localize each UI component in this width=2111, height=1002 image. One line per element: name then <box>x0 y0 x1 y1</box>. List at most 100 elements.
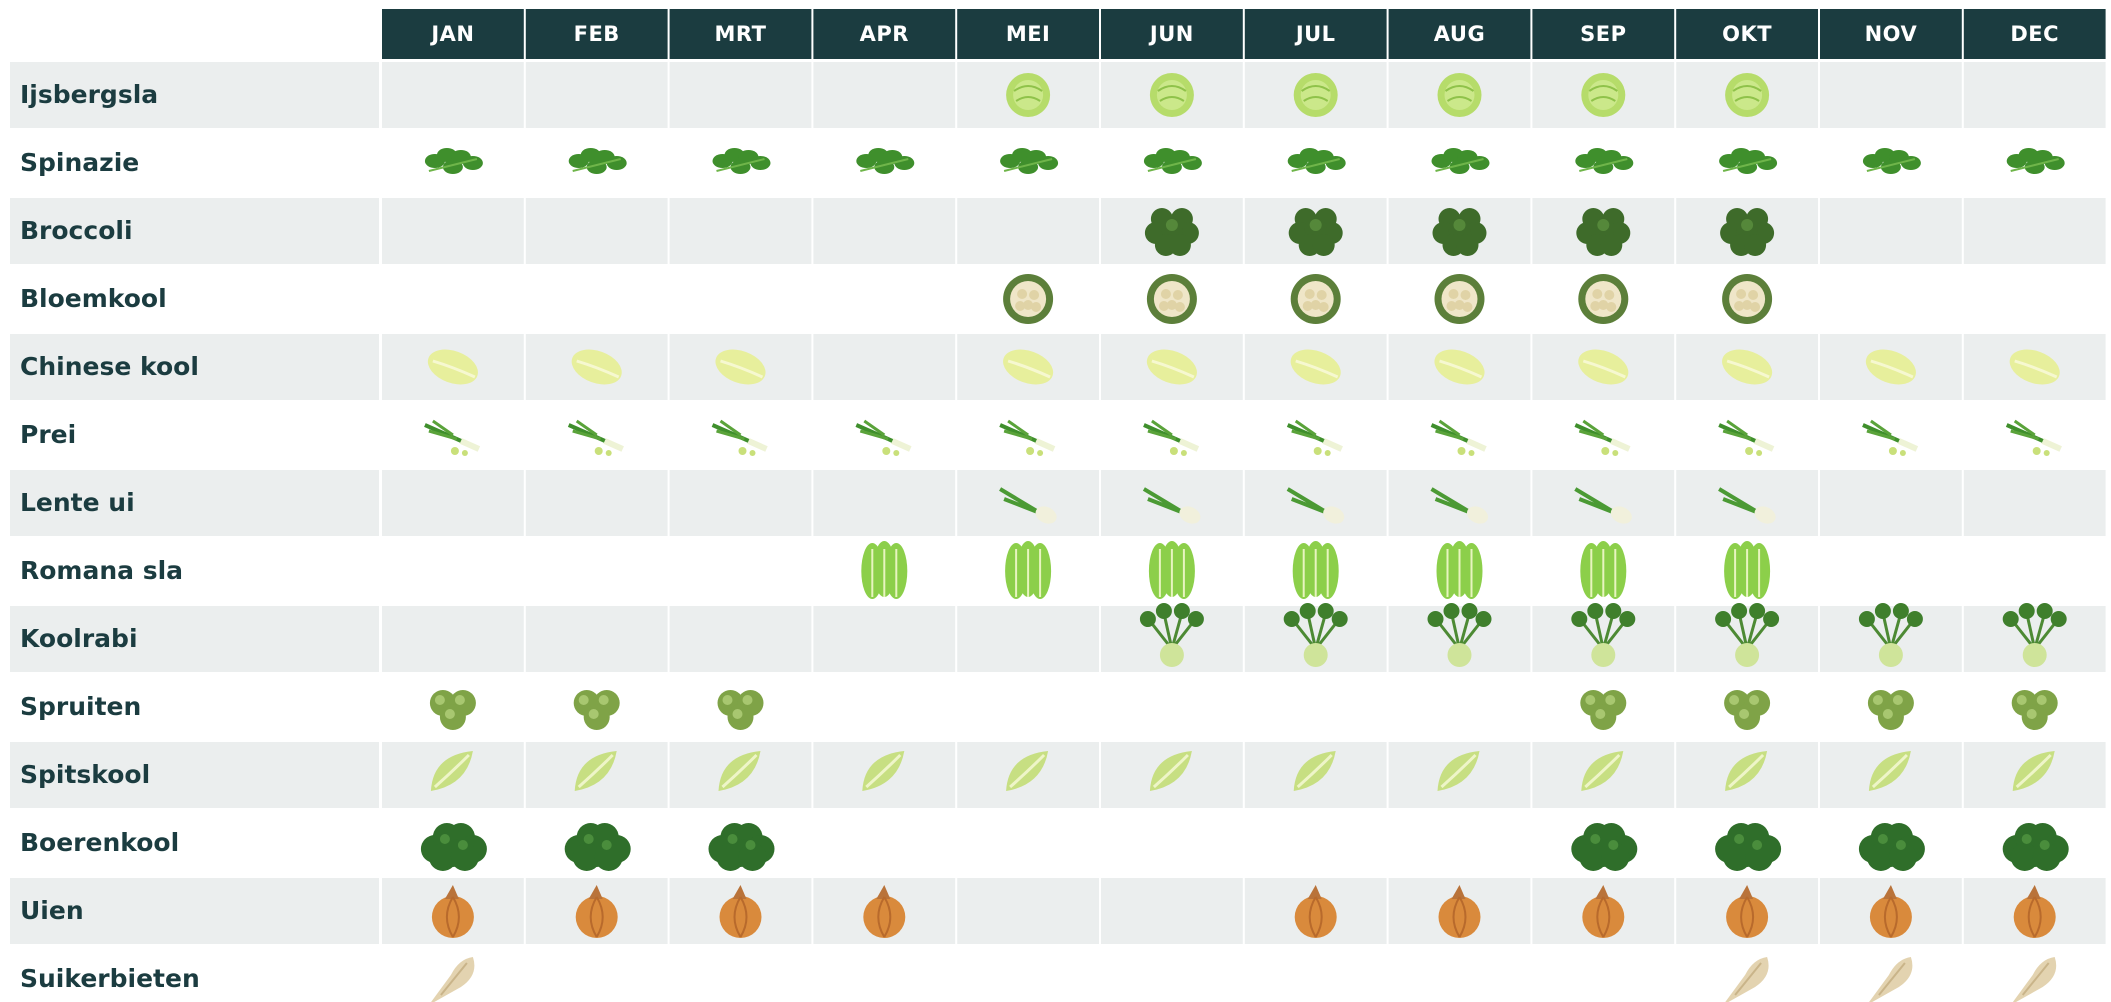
month-label: FEB <box>574 22 620 46</box>
month-cell <box>957 878 1099 944</box>
table-row: Spinazie <box>10 130 2106 196</box>
season-icon <box>1147 274 1197 324</box>
month-cell <box>670 470 812 536</box>
row-label: Chinese kool <box>20 352 199 381</box>
month-cell <box>813 198 955 264</box>
month-cell <box>957 810 1099 876</box>
season-icon <box>1005 541 1051 599</box>
season-icon <box>1006 73 1050 117</box>
month-cell <box>813 946 955 1002</box>
month-cell <box>382 606 524 672</box>
month-cell <box>1389 470 1531 536</box>
table-row: Spitskool <box>10 742 2106 808</box>
season-icon <box>1149 541 1195 599</box>
season-icon <box>1438 73 1482 117</box>
month-cell <box>1964 402 2106 468</box>
month-label: AUG <box>1434 22 1485 46</box>
row-label: Koolrabi <box>20 624 138 653</box>
month-cell <box>382 266 524 332</box>
month-cell <box>1245 674 1387 740</box>
month-cell <box>670 538 812 604</box>
season-icon <box>1003 274 1053 324</box>
season-icon <box>1293 541 1339 599</box>
month-label: OKT <box>1722 22 1772 46</box>
month-cell <box>1676 470 1818 536</box>
month-cell <box>1964 266 2106 332</box>
month-label: DEC <box>2010 22 2059 46</box>
season-icon <box>1437 541 1483 599</box>
month-cell <box>526 538 668 604</box>
row-label: Romana sla <box>20 556 183 585</box>
month-cell <box>382 62 524 128</box>
month-cell <box>1532 946 1674 1002</box>
month-cell <box>1389 946 1531 1002</box>
month-cell <box>382 538 524 604</box>
month-cell <box>1964 198 2106 264</box>
season-icon <box>1435 274 1485 324</box>
month-cell <box>1964 470 2106 536</box>
month-cell <box>813 62 955 128</box>
table-row: Suikerbieten <box>10 946 2106 1002</box>
season-icon <box>1294 73 1338 117</box>
month-cell <box>1389 674 1531 740</box>
table-row: Broccoli <box>10 198 2106 264</box>
row-label: Bloemkool <box>20 284 167 313</box>
month-label: JAN <box>429 22 474 46</box>
row-label: Uien <box>20 896 84 925</box>
month-cell <box>957 606 1099 672</box>
month-cell <box>526 198 668 264</box>
month-cell <box>1820 538 1962 604</box>
month-cell <box>382 198 524 264</box>
month-label: JUN <box>1148 22 1194 46</box>
month-cell <box>670 606 812 672</box>
month-cell <box>813 606 955 672</box>
month-label: NOV <box>1865 22 1918 46</box>
month-cell <box>1389 810 1531 876</box>
month-cell <box>1820 62 1962 128</box>
month-label: MRT <box>715 22 767 46</box>
month-cell <box>670 62 812 128</box>
month-cell <box>382 470 524 536</box>
page: {"table": { "months": ["JAN", "FEB", "MR… <box>0 0 2111 1002</box>
month-cell <box>1245 946 1387 1002</box>
month-cell <box>1101 878 1243 944</box>
table-row: Romana sla <box>10 538 2106 604</box>
month-cell <box>1101 674 1243 740</box>
season-icon <box>1581 73 1625 117</box>
table-row: Ijsbergsla <box>10 62 2106 128</box>
table-row: Boerenkool <box>10 810 2106 876</box>
month-cell <box>1532 470 1674 536</box>
month-cell <box>957 198 1099 264</box>
season-icon <box>1580 541 1626 599</box>
month-cell <box>1245 470 1387 536</box>
row-label: Spitskool <box>20 760 150 789</box>
month-cell <box>813 674 955 740</box>
month-cell <box>1820 266 1962 332</box>
month-cell <box>1820 198 1962 264</box>
row-label: Prei <box>20 420 76 449</box>
season-icon <box>1150 73 1194 117</box>
month-cell <box>526 62 668 128</box>
table-row: Spruiten <box>10 674 2106 740</box>
month-cell <box>957 674 1099 740</box>
row-label: Suikerbieten <box>20 964 200 993</box>
season-calendar: JANFEBMRTAPRMEIJUNJULAUGSEPOKTNOVDECIjsb… <box>0 0 2111 1002</box>
month-cell <box>1245 402 1387 468</box>
row-label: Ijsbergsla <box>20 80 158 109</box>
month-cell <box>1101 946 1243 1002</box>
month-cell <box>1245 810 1387 876</box>
row-label: Spruiten <box>20 692 141 721</box>
table-row: Prei <box>10 402 2106 468</box>
month-cell <box>813 810 955 876</box>
month-cell <box>526 266 668 332</box>
table-row: Bloemkool <box>10 266 2106 332</box>
month-cell <box>813 266 955 332</box>
month-cell <box>526 606 668 672</box>
season-icon <box>1291 274 1341 324</box>
month-label: APR <box>860 22 909 46</box>
season-icon <box>1578 274 1628 324</box>
month-cell <box>1820 470 1962 536</box>
month-cell <box>813 470 955 536</box>
season-icon <box>1724 541 1770 599</box>
month-cell <box>813 334 955 400</box>
